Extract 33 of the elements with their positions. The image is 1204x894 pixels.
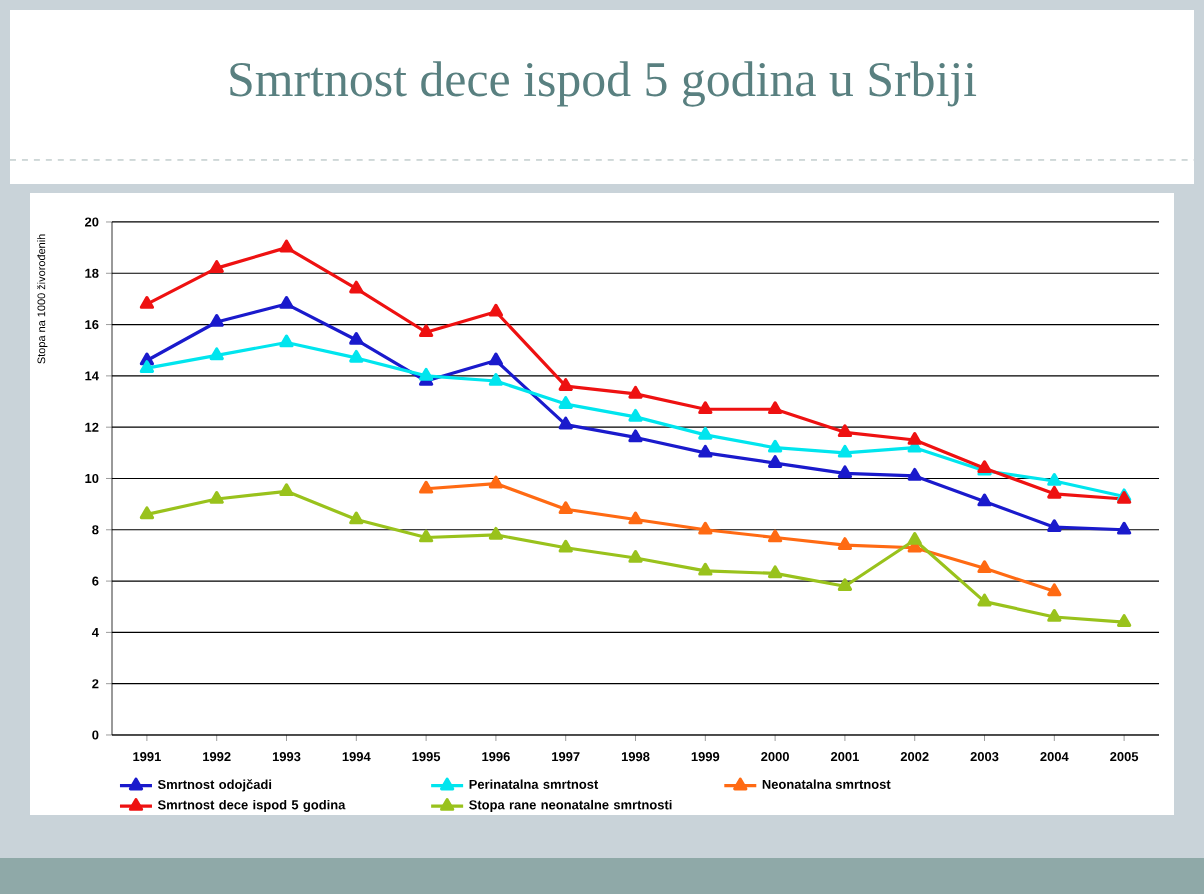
x-tick-label: 1991 — [133, 752, 161, 762]
legend-label: Perinatalna smrtnost — [469, 779, 599, 789]
x-tick-label: 1995 — [412, 752, 441, 762]
x-tick-label: 1997 — [552, 752, 580, 762]
x-tick-label: 1999 — [691, 752, 720, 762]
x-tick-label: 1998 — [621, 752, 650, 762]
x-tick-label: 2002 — [900, 752, 929, 762]
x-tick-label: 2004 — [1040, 752, 1069, 762]
x-tick-label: 1994 — [342, 752, 371, 762]
chart-title: Smrtnost dece ispod 5 godina u Srbiji — [230, 61, 977, 107]
y-tick-label: 0 — [92, 730, 99, 740]
legend-label: Stopa rane neonatalne smrtnosti — [469, 799, 672, 812]
x-tick-label: 2001 — [830, 752, 859, 762]
y-tick-label: 10 — [85, 473, 99, 484]
y-tick-label: 16 — [85, 320, 99, 330]
y-tick-label: 14 — [85, 371, 99, 381]
x-tick-label: 1993 — [272, 752, 301, 762]
legend-label: Neonatalna smrtnost — [762, 779, 891, 789]
y-tick-label: 8 — [92, 525, 99, 535]
x-tick-label: 1996 — [482, 752, 510, 762]
x-tick-label: 2000 — [761, 752, 789, 762]
legend-label: Smrtnost dece ispod 5 godina — [157, 799, 346, 813]
x-tick-label: 1992 — [203, 752, 231, 762]
y-tick-label: 18 — [85, 268, 99, 278]
y-tick-label: 20 — [85, 217, 99, 227]
x-tick-label: 2005 — [1110, 752, 1139, 762]
y-tick-label: 6 — [92, 576, 99, 586]
y-tick-label: 2 — [92, 679, 99, 689]
legend-label: Smrtnost odojčadi — [157, 779, 272, 792]
y-tick-label: 4 — [91, 627, 99, 637]
y-tick-label: 12 — [85, 422, 99, 432]
x-tick-label: 2003 — [970, 752, 999, 762]
y-axis-title: Stopa na 1000 živorođenih — [37, 234, 48, 364]
